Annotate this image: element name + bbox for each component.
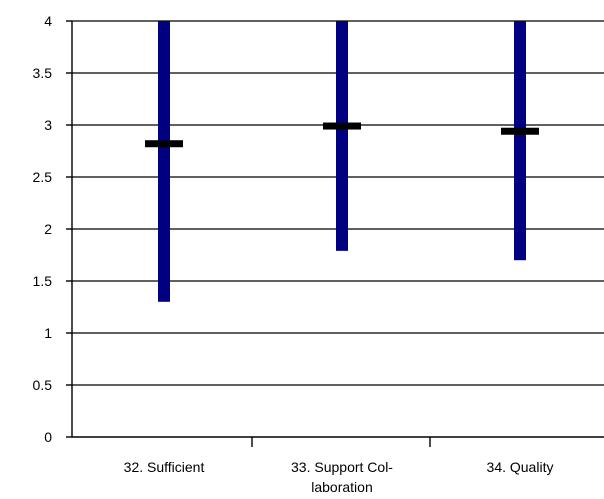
y-tick-label: 4	[44, 13, 52, 29]
range-bars	[145, 21, 539, 302]
y-tick-label: 2.5	[33, 169, 53, 185]
mean-marker	[501, 127, 539, 135]
y-tick-label: 0	[44, 429, 52, 445]
x-axis-ticks: 32. Sufficient 33. Support Col-laboration…	[124, 437, 554, 495]
range-bar	[514, 21, 526, 261]
y-tick-label: 0.5	[33, 377, 53, 393]
mean-marker	[145, 140, 183, 148]
y-tick-label: 3.5	[33, 65, 53, 81]
x-tick-label: 32. Sufficient	[124, 459, 205, 475]
range-bar	[158, 21, 170, 302]
mean-marker	[323, 122, 361, 130]
range-bar	[336, 21, 348, 251]
y-axis-ticks: 0 0.5 1 1.5 2 2.5 3 3.5 4	[33, 13, 72, 445]
y-tick-label: 3	[44, 117, 52, 133]
x-tick-label: 34. Quality	[487, 459, 554, 475]
y-tick-label: 2	[44, 221, 52, 237]
axes	[71, 21, 604, 438]
y-tick-label: 1.5	[33, 273, 53, 289]
y-tick-label: 1	[44, 325, 52, 341]
x-tick-label: 33. Support Col-laboration	[291, 459, 393, 495]
